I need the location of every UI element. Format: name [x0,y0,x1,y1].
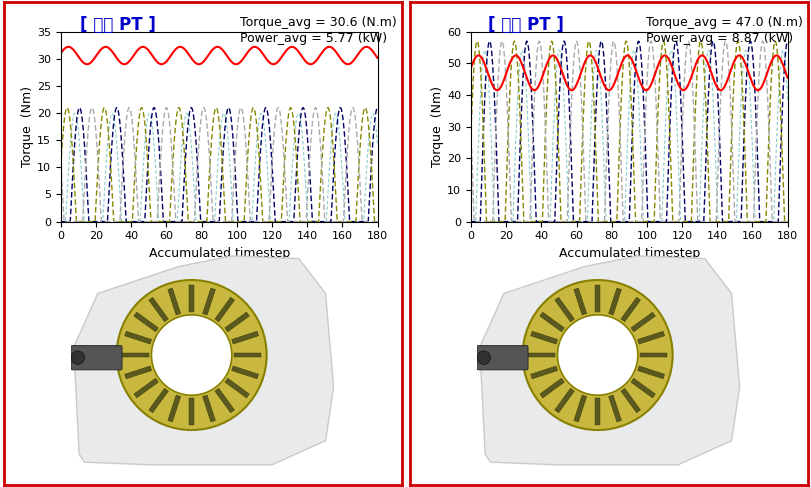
Polygon shape [530,366,557,379]
Polygon shape [620,297,640,322]
Text: Power_avg = 8.87 (kW): Power_avg = 8.87 (kW) [645,32,792,45]
Polygon shape [168,395,181,422]
FancyBboxPatch shape [477,346,527,370]
Polygon shape [225,378,249,398]
Polygon shape [134,312,158,332]
Polygon shape [539,378,564,398]
Circle shape [522,280,672,430]
Polygon shape [573,395,586,422]
Polygon shape [527,353,554,357]
Polygon shape [637,331,663,344]
Polygon shape [125,366,152,379]
Polygon shape [168,288,181,315]
Polygon shape [122,353,148,357]
Polygon shape [189,398,194,425]
Polygon shape [637,366,663,379]
Circle shape [117,280,266,430]
Polygon shape [630,312,654,332]
Polygon shape [225,312,249,332]
Polygon shape [554,388,573,413]
X-axis label: Accumulated timestep: Accumulated timestep [558,247,699,260]
Polygon shape [539,312,564,332]
Circle shape [71,351,84,364]
Polygon shape [231,331,258,344]
X-axis label: Accumulated timestep: Accumulated timestep [148,247,290,260]
Polygon shape [554,297,573,322]
Text: Torque_avg = 30.6 (N.m): Torque_avg = 30.6 (N.m) [239,16,396,29]
Polygon shape [630,378,654,398]
Polygon shape [202,288,215,315]
Polygon shape [189,285,194,312]
Polygon shape [594,398,599,425]
Polygon shape [479,256,739,465]
Polygon shape [215,297,234,322]
Polygon shape [573,288,586,315]
Polygon shape [125,331,152,344]
Y-axis label: Torque  (Nm): Torque (Nm) [21,86,34,167]
Text: [ 기존 PT ]: [ 기존 PT ] [79,16,156,34]
Polygon shape [234,353,261,357]
Y-axis label: Torque  (Nm): Torque (Nm) [431,86,444,167]
Polygon shape [640,353,667,357]
Polygon shape [134,378,158,398]
Text: Torque_avg = 47.0 (N.m): Torque_avg = 47.0 (N.m) [645,16,801,29]
Circle shape [152,315,231,395]
Polygon shape [148,297,168,322]
Polygon shape [231,366,258,379]
Text: [ 개선 PT ]: [ 개선 PT ] [487,16,564,34]
Polygon shape [215,388,234,413]
Polygon shape [607,395,620,422]
Polygon shape [202,395,215,422]
Polygon shape [607,288,620,315]
Polygon shape [148,388,168,413]
Polygon shape [74,256,333,465]
Circle shape [557,315,637,395]
FancyBboxPatch shape [71,346,122,370]
Polygon shape [620,388,640,413]
Polygon shape [530,331,557,344]
Text: Power_avg = 5.77 (kW): Power_avg = 5.77 (kW) [239,32,386,45]
Circle shape [477,351,490,364]
Polygon shape [594,285,599,312]
